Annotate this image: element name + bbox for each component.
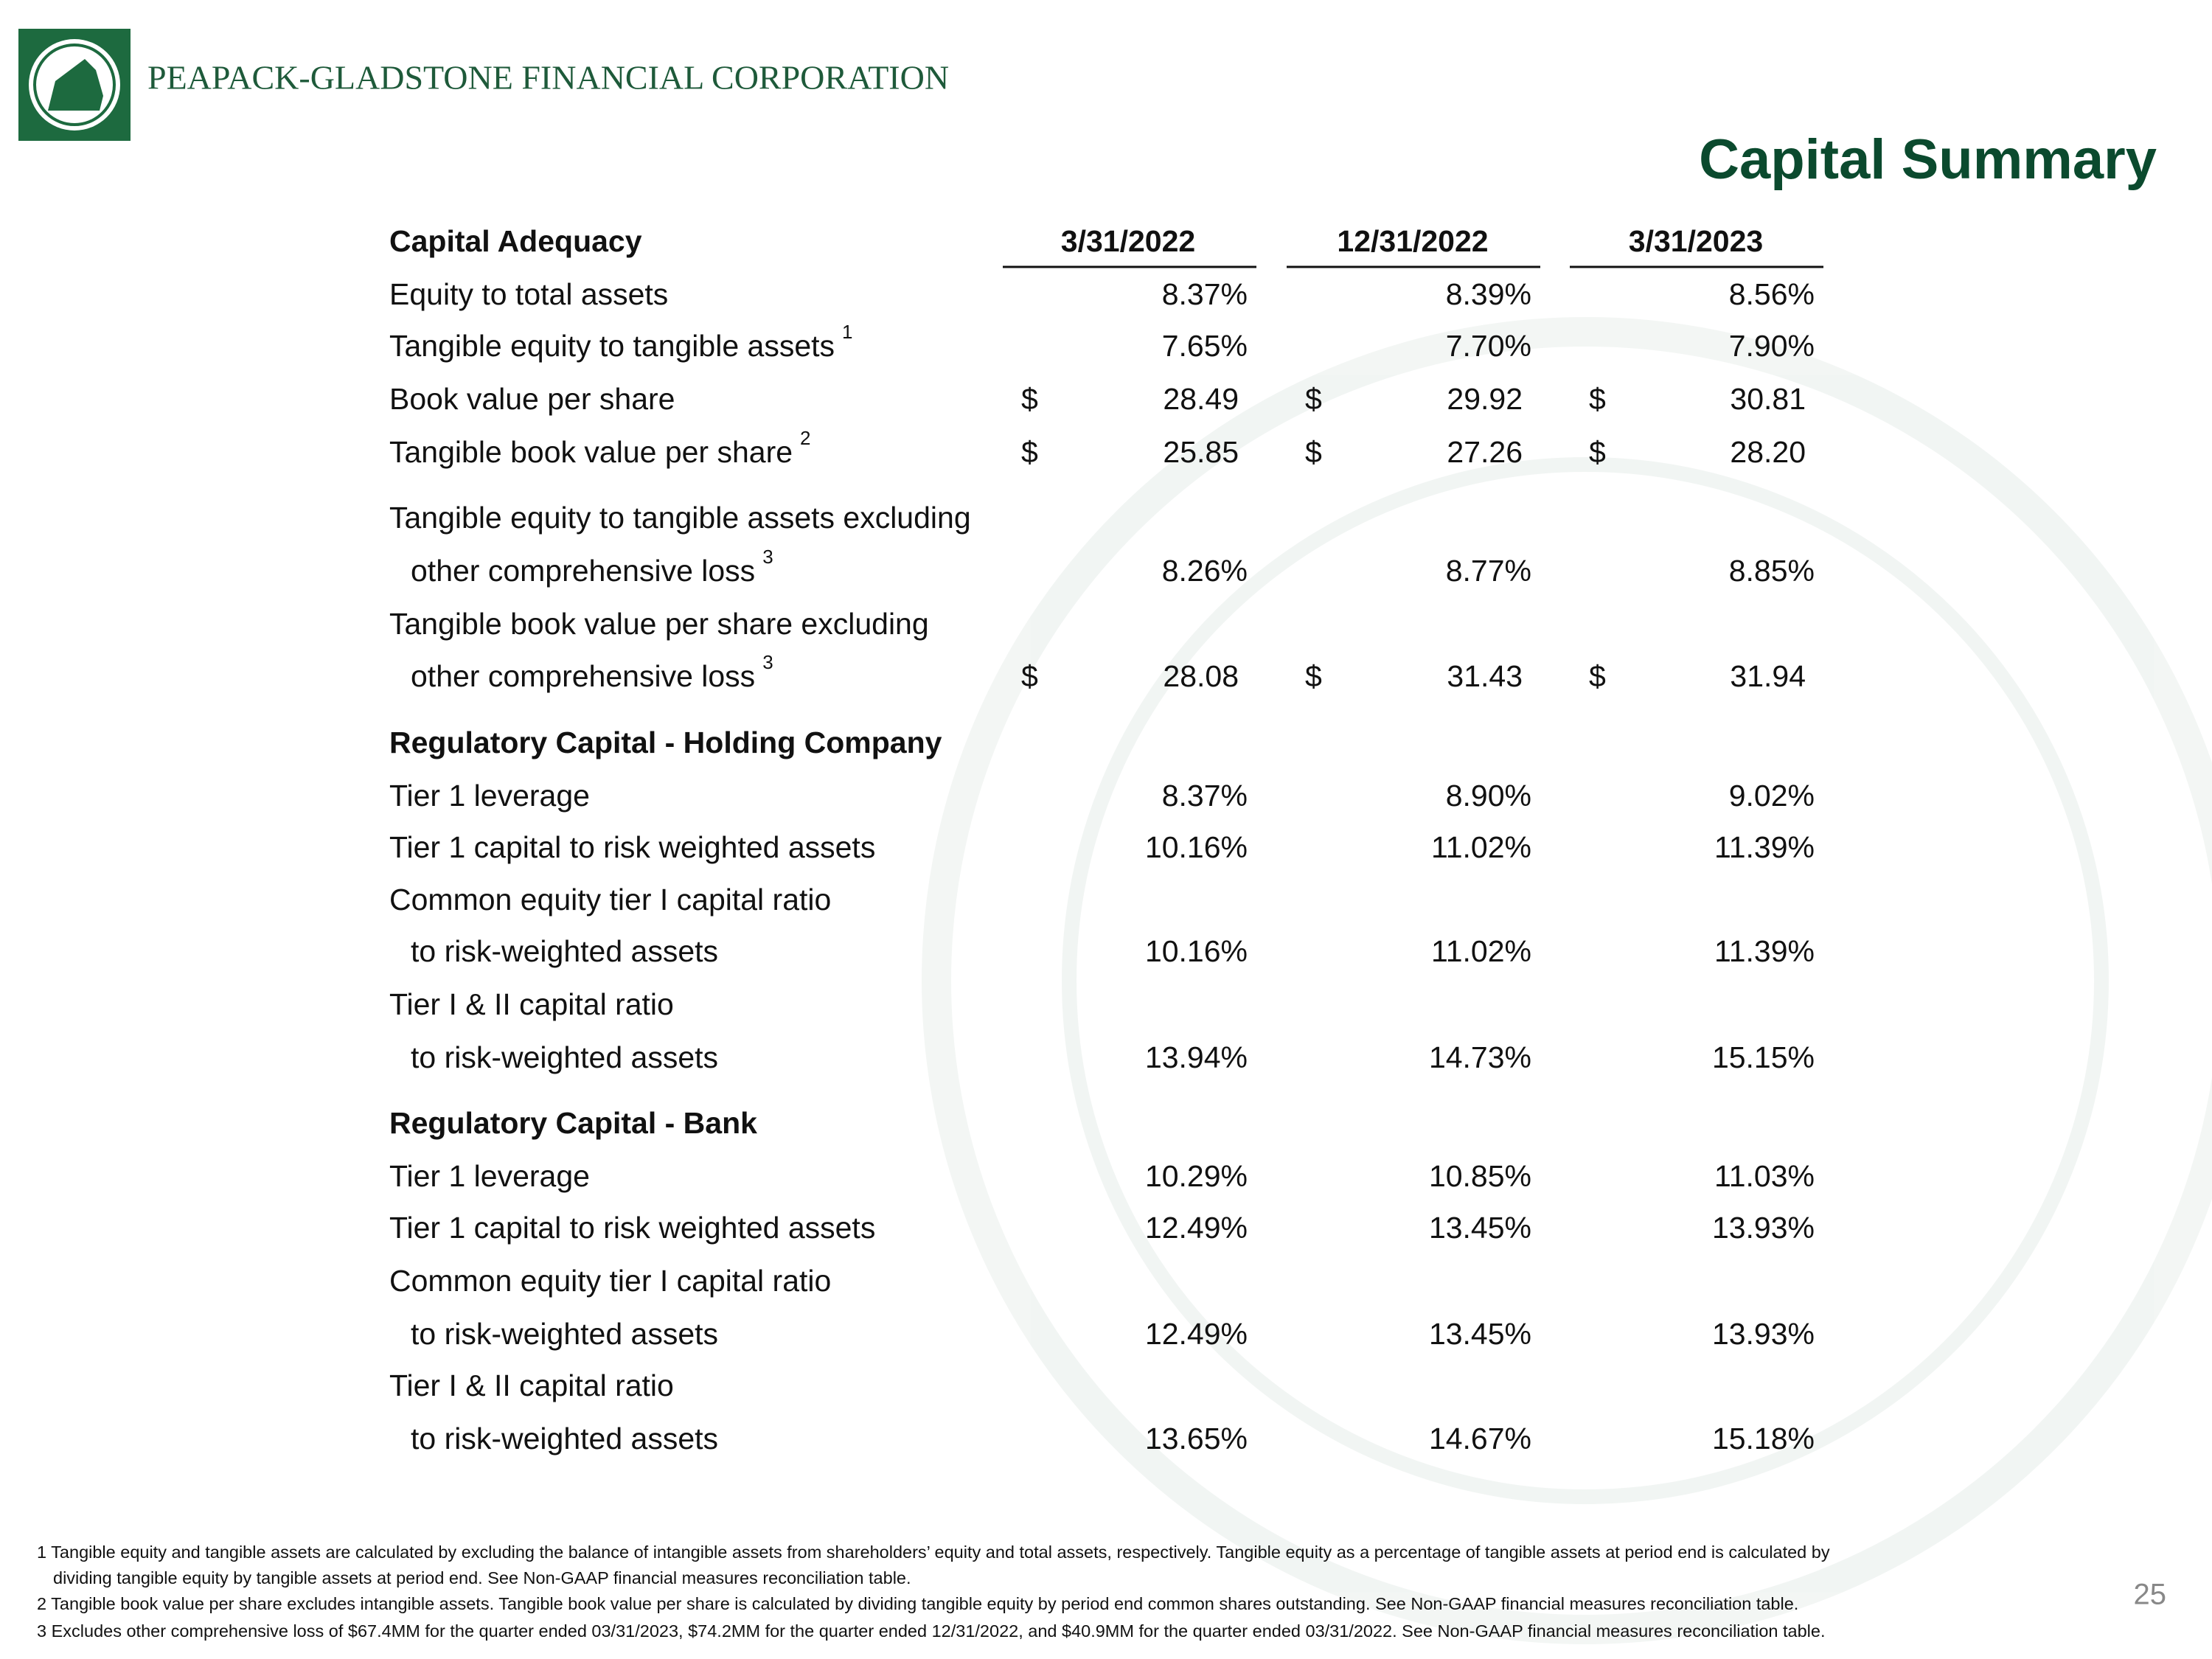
- cell-value: 11.03%: [1714, 1159, 1815, 1193]
- row-label: Tier I & II capital ratio: [389, 987, 674, 1021]
- cell-value: 29.92: [1447, 382, 1523, 416]
- cell-value: 13.93%: [1712, 1211, 1815, 1245]
- row-label: Tier 1 capital to risk weighted assets: [389, 1211, 875, 1245]
- row-label: Tier I & II capital ratio: [389, 1368, 674, 1402]
- currency-symbol: $: [1305, 659, 1322, 693]
- cell-value: 13.93%: [1712, 1317, 1815, 1351]
- cell-value: 8.37%: [1162, 779, 1248, 813]
- cell-value: 12.49%: [1145, 1317, 1248, 1351]
- currency-symbol: $: [1589, 382, 1606, 416]
- cell-value: 8.37%: [1162, 277, 1248, 311]
- row-label: to risk-weighted assets: [411, 1040, 718, 1074]
- cell-value: 25.85: [1163, 435, 1239, 469]
- row-label: Tangible book value per share: [389, 435, 793, 469]
- cell-value: 9.02%: [1729, 779, 1815, 813]
- footnote-marker: 2: [800, 427, 810, 449]
- column-header: Capital Adequacy: [389, 224, 642, 258]
- currency-symbol: $: [1305, 382, 1322, 416]
- cell-value: 7.90%: [1729, 329, 1815, 363]
- cell-value: 15.15%: [1712, 1040, 1815, 1074]
- cell-value: 8.90%: [1446, 779, 1531, 813]
- footnote-marker: 1: [842, 321, 852, 343]
- row-label: Tier 1 leverage: [389, 1159, 590, 1193]
- cell-value: 8.26%: [1162, 554, 1248, 588]
- cell-value: 15.18%: [1712, 1422, 1815, 1455]
- row-label: to risk-weighted assets: [411, 934, 718, 968]
- cell-value: 13.45%: [1429, 1317, 1531, 1351]
- cell-value: 13.94%: [1145, 1040, 1248, 1074]
- row-label: Common equity tier I capital ratio: [389, 883, 831, 917]
- row-label: to risk-weighted assets: [411, 1317, 718, 1351]
- column-header: 12/31/2022: [1337, 224, 1488, 258]
- section-header: Regulatory Capital - Bank: [389, 1106, 757, 1140]
- row-label: Book value per share: [389, 382, 675, 416]
- row-label: other comprehensive loss: [411, 659, 755, 693]
- cell-value: 8.85%: [1729, 554, 1815, 588]
- footnote-marker: 3: [762, 651, 773, 673]
- page-number: 25: [2134, 1579, 2167, 1611]
- cell-value: 31.94: [1730, 659, 1806, 693]
- cell-value: 30.81: [1730, 382, 1806, 416]
- currency-symbol: $: [1305, 435, 1322, 469]
- cell-value: 12.49%: [1145, 1211, 1248, 1245]
- cell-value: 8.77%: [1446, 554, 1531, 588]
- row-label: other comprehensive loss: [411, 554, 755, 588]
- row-label: Tier 1 leverage: [389, 779, 590, 813]
- column-header: 3/31/2022: [1061, 224, 1195, 258]
- cell-value: 8.39%: [1446, 277, 1531, 311]
- row-label: Tangible book value per share excluding: [389, 607, 929, 641]
- currency-symbol: $: [1589, 435, 1606, 469]
- section-header: Regulatory Capital - Holding Company: [389, 726, 942, 759]
- currency-symbol: $: [1021, 659, 1038, 693]
- cell-value: 7.65%: [1162, 329, 1248, 363]
- row-label: Tangible equity to tangible assets exclu…: [389, 501, 971, 535]
- currency-symbol: $: [1021, 382, 1038, 416]
- cell-value: 7.70%: [1446, 329, 1531, 363]
- logo: [18, 29, 131, 141]
- slide-title: Capital Summary: [1699, 128, 2157, 191]
- cell-value: 13.65%: [1145, 1422, 1248, 1455]
- row-label: Common equity tier I capital ratio: [389, 1264, 831, 1298]
- cell-value: 13.45%: [1429, 1211, 1531, 1245]
- footnote: 1 Tangible equity and tangible assets ar…: [37, 1543, 1830, 1562]
- cell-value: 10.85%: [1429, 1159, 1531, 1193]
- watermark: [922, 317, 2212, 1644]
- cell-value: 10.16%: [1145, 934, 1248, 968]
- currency-symbol: $: [1589, 659, 1606, 693]
- cell-value: 14.73%: [1429, 1040, 1531, 1074]
- cell-value: 27.26: [1447, 435, 1523, 469]
- cell-value: 31.43: [1447, 659, 1523, 693]
- cell-value: 28.20: [1730, 435, 1806, 469]
- footnote: 3 Excludes other comprehensive loss of $…: [37, 1621, 1826, 1641]
- cell-value: 10.16%: [1145, 830, 1248, 864]
- cell-value: 8.56%: [1729, 277, 1815, 311]
- row-label: Equity to total assets: [389, 277, 668, 311]
- row-label: to risk-weighted assets: [411, 1422, 718, 1455]
- cell-value: 28.08: [1163, 659, 1239, 693]
- cell-value: 11.02%: [1431, 830, 1531, 864]
- currency-symbol: $: [1021, 435, 1038, 469]
- cell-value: 10.29%: [1145, 1159, 1248, 1193]
- cell-value: 14.67%: [1429, 1422, 1531, 1455]
- cell-value: 28.49: [1163, 382, 1239, 416]
- cell-value: 11.39%: [1714, 830, 1815, 864]
- row-label: Tier 1 capital to risk weighted assets: [389, 830, 875, 864]
- cell-value: 11.39%: [1714, 934, 1815, 968]
- cell-value: 11.02%: [1431, 934, 1531, 968]
- column-header: 3/31/2023: [1629, 224, 1763, 258]
- footnote-marker: 3: [762, 546, 773, 568]
- company-name: PEAPACK-GLADSTONE FINANCIAL CORPORATION: [147, 59, 949, 97]
- footnote: 2 Tangible book value per share excludes…: [37, 1594, 1798, 1613]
- footnote: dividing tangible equity by tangible ass…: [53, 1568, 911, 1587]
- row-label: Tangible equity to tangible assets: [389, 329, 835, 363]
